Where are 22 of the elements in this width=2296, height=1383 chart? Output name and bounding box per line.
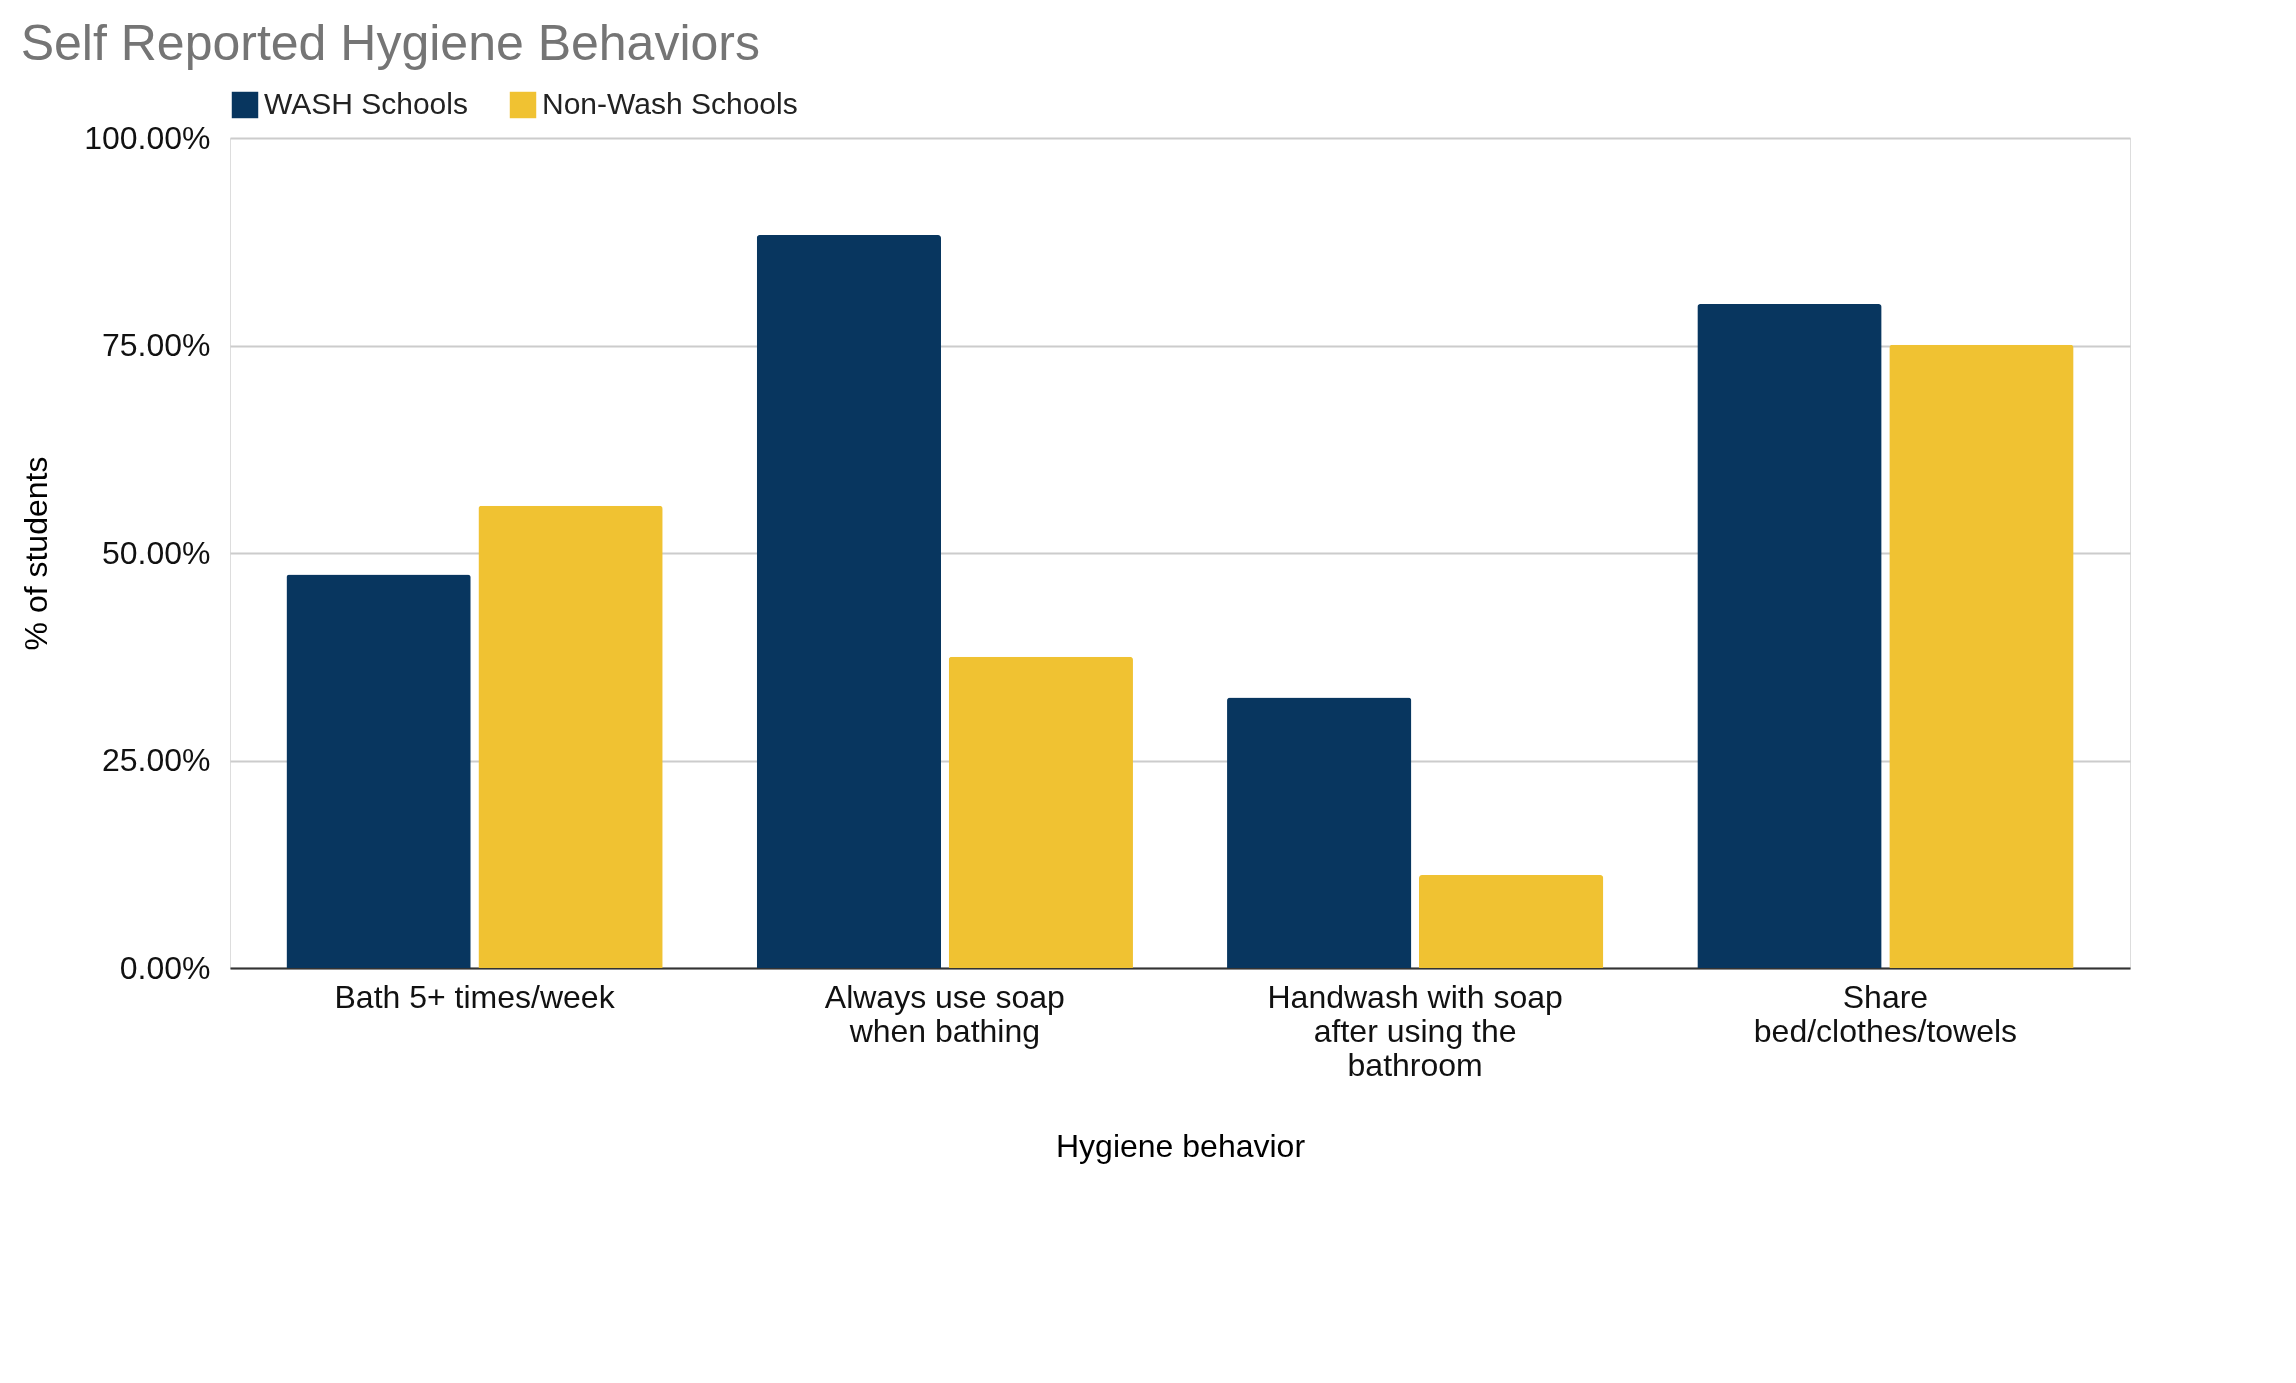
- chart-title: Self Reported Hygiene Behaviors: [20, 15, 760, 71]
- y-tick-label: 0.00%: [119, 949, 211, 986]
- bar: [1697, 304, 1882, 968]
- bar: [1227, 697, 1412, 968]
- bar: [1418, 875, 1604, 968]
- y-tick-label: 100.00%: [84, 119, 211, 156]
- bar: [478, 505, 663, 968]
- bar: [948, 656, 1133, 968]
- y-tick-label: 50.00%: [101, 534, 211, 571]
- x-tick-label: Always use soap when bathing: [824, 978, 1065, 1049]
- bar: [1889, 344, 2074, 968]
- y-tick-label: 25.00%: [101, 742, 211, 778]
- bar: [286, 574, 471, 968]
- x-tick-label: Bath 5+ times/week: [334, 978, 616, 1015]
- bar: [756, 235, 942, 968]
- x-tick-label: Handwash with soap after using the bathroom: [1267, 978, 1563, 1083]
- legend-label: Non-Wash Schools: [542, 87, 798, 120]
- y-axis-title: % of students: [18, 456, 55, 651]
- x-tick-label: Share bed/clothes/towels: [1753, 978, 2018, 1049]
- y-tick-label: 75.00%: [101, 327, 211, 363]
- legend-label: WASH Schools: [264, 87, 468, 120]
- x-axis-title: Hygiene behavior: [1055, 1127, 1306, 1164]
